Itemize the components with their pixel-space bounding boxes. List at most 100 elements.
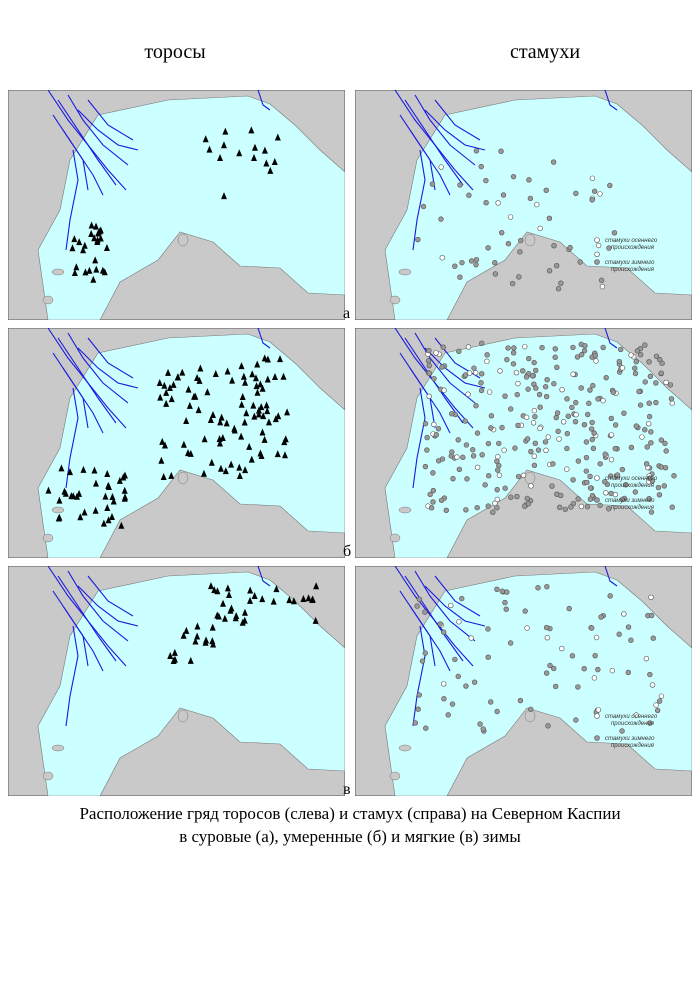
stamukha-marker: [483, 177, 489, 184]
legend-label: происхождения: [611, 721, 655, 727]
stamukha-marker: [607, 593, 613, 599]
ridge-marker: [211, 586, 218, 594]
ridge-marker: [161, 441, 168, 449]
stamukha-marker: [494, 486, 500, 493]
stamukha-marker: [646, 359, 652, 365]
ridge-marker: [104, 469, 111, 477]
stamukha-marker: [557, 504, 563, 511]
stamukha-marker: [633, 359, 639, 365]
stamukha-marker: [456, 619, 462, 625]
ridge-marker: [257, 449, 264, 457]
stamukha-marker: [490, 509, 496, 515]
stamukha-marker: [448, 602, 454, 609]
stamukha-marker: [529, 373, 536, 379]
ridge-marker: [73, 263, 80, 271]
legend-label: стамухи осеннего: [605, 238, 658, 244]
ridge-marker: [90, 275, 97, 283]
stamukha-marker: [547, 662, 553, 669]
ridge-marker: [251, 412, 258, 420]
ridge-marker: [221, 192, 228, 200]
ridge-marker: [61, 487, 68, 495]
ridge-marker: [207, 582, 214, 590]
stamukha-marker: [499, 588, 505, 594]
stamukha-marker: [484, 358, 490, 365]
stamukha-marker: [472, 369, 479, 376]
stamukha-marker: [646, 400, 652, 406]
ridge-marker: [121, 486, 128, 494]
stamukha-marker: [545, 434, 552, 440]
stamukha-marker: [438, 216, 444, 222]
ridge-marker: [118, 521, 125, 529]
stamukha-marker: [455, 673, 461, 680]
stamukha-marker: [606, 245, 612, 251]
stamukha-marker: [502, 599, 508, 606]
stamukha-marker: [415, 706, 421, 712]
stamukha-marker: [534, 201, 540, 208]
stamukha-marker: [662, 440, 668, 447]
stamukha-marker: [668, 396, 675, 402]
ridge-marker: [259, 595, 266, 603]
column-header: стамухи: [510, 41, 580, 63]
ridge-marker: [170, 656, 177, 664]
stamukha-marker: [577, 259, 583, 265]
panel-letter: б: [343, 543, 351, 560]
stamukha-marker: [482, 482, 488, 488]
ridge-marker: [168, 471, 175, 479]
stamukha-marker: [515, 473, 522, 480]
stamukha-marker: [572, 418, 579, 425]
legend-marker: [594, 497, 600, 503]
stamukha-marker: [647, 671, 653, 678]
ridge-marker: [274, 450, 281, 458]
stamukha-marker: [486, 389, 493, 395]
stamukha-marker: [633, 423, 639, 429]
stamukha-marker: [524, 495, 530, 502]
stamukha-marker: [552, 346, 558, 352]
stamukha-marker: [602, 451, 608, 457]
ridge-marker: [277, 355, 284, 363]
ridge-marker: [71, 268, 78, 276]
stamukha-marker: [465, 344, 472, 350]
stamukha-marker: [509, 280, 516, 287]
ridge-marker: [56, 513, 63, 521]
stamukha-marker: [655, 484, 662, 491]
stamukha-marker: [501, 447, 507, 453]
stamukha-marker: [658, 693, 665, 699]
ridge-marker: [174, 373, 181, 381]
ridge-marker: [241, 418, 248, 426]
ridge-marker: [221, 614, 228, 622]
stamukha-marker: [628, 637, 634, 643]
legend-label: происхождения: [611, 743, 655, 749]
stamukha-marker: [654, 707, 661, 714]
ridge-marker: [88, 230, 95, 238]
stamukha-marker: [593, 358, 599, 364]
stamukha-marker: [507, 214, 514, 220]
stamukha-marker: [649, 682, 656, 688]
ridge-marker: [209, 410, 216, 418]
stamukha-marker: [632, 370, 639, 377]
stamukha-marker: [464, 476, 470, 482]
ridge-marker: [71, 235, 78, 243]
stamukha-marker: [573, 411, 579, 418]
ridge-marker: [286, 596, 293, 604]
stamukha-marker: [663, 379, 669, 386]
stamukha-marker: [595, 242, 602, 249]
stamukha-marker: [608, 490, 614, 497]
stamukha-marker: [537, 404, 543, 410]
stamukha-marker: [543, 624, 550, 631]
stamukha-marker: [433, 350, 439, 356]
ridge-marker: [116, 476, 123, 484]
ridge-marker: [101, 268, 108, 276]
stamukha-marker: [623, 482, 629, 488]
stamukha-marker: [637, 402, 644, 408]
stamukha-marker: [485, 245, 491, 251]
stamukha-marker: [505, 345, 511, 351]
stamukha-marker: [544, 583, 550, 590]
ridge-marker: [156, 378, 163, 386]
ridge-marker: [185, 385, 192, 393]
ridge-marker: [254, 360, 261, 368]
stamukha-marker: [608, 456, 615, 463]
stamukha-marker: [582, 343, 588, 349]
stamukha-marker: [422, 420, 429, 427]
ridge-marker: [273, 585, 280, 593]
stamukha-marker: [488, 413, 495, 419]
